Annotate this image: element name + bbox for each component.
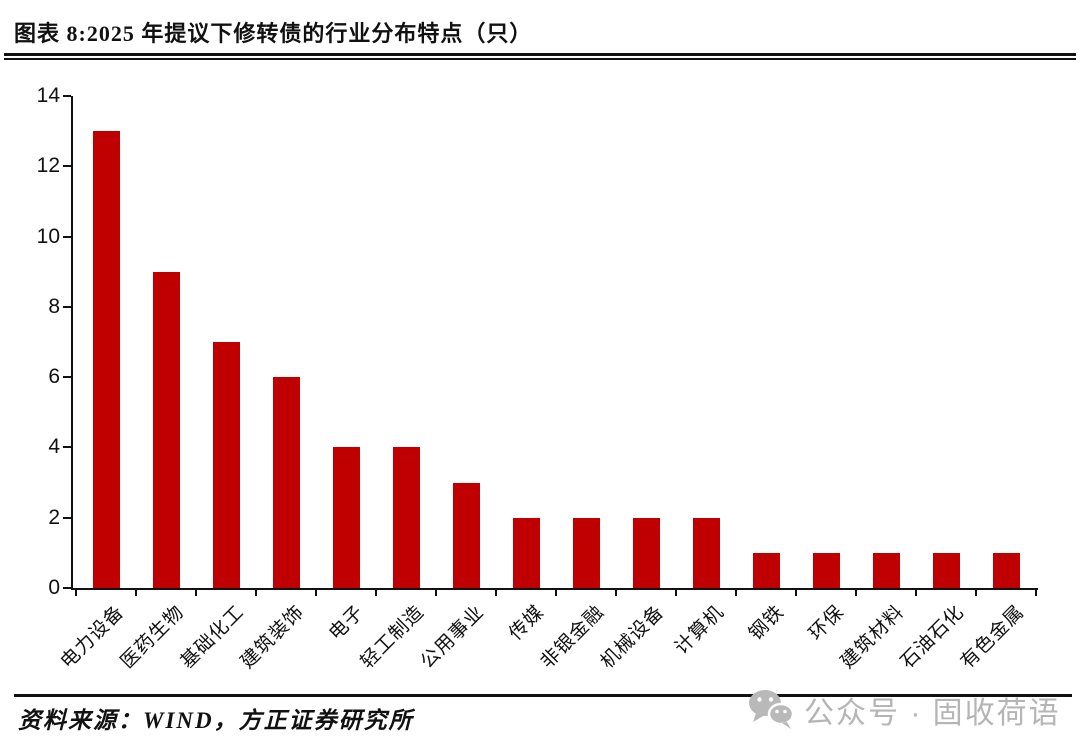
x-tick <box>795 590 797 596</box>
bar <box>152 271 180 588</box>
x-axis-label-text: 电力设备 <box>56 601 129 673</box>
x-axis-label-text: 环保 <box>805 601 849 645</box>
x-tick <box>435 590 437 596</box>
x-axis-label-text: 建筑材料 <box>836 601 909 673</box>
y-tick <box>63 516 71 519</box>
x-axis-line <box>71 588 1038 590</box>
x-tick <box>555 590 557 596</box>
bar <box>452 482 480 588</box>
x-tick <box>615 590 617 596</box>
y-axis-label: 2 <box>48 505 60 529</box>
x-tick <box>495 590 497 596</box>
x-tick <box>195 590 197 596</box>
x-axis-label-text: 机械设备 <box>596 601 669 673</box>
y-tick <box>63 305 71 308</box>
x-axis-label-text: 有色金属 <box>956 601 1029 673</box>
bar <box>872 552 900 588</box>
x-tick <box>975 590 977 596</box>
y-axis-label: 8 <box>48 294 60 318</box>
bar <box>92 131 120 588</box>
y-axis-label: 14 <box>36 84 60 107</box>
y-tick <box>63 165 71 168</box>
y-axis-line <box>71 96 73 590</box>
bar <box>512 517 540 588</box>
x-tick <box>375 590 377 596</box>
bar <box>812 552 840 588</box>
x-axis-label-text: 石油石化 <box>896 601 969 673</box>
x-axis-label-text: 传媒 <box>505 601 549 645</box>
y-tick <box>63 95 71 97</box>
figure-title: 图表 8:2025 年提议下修转债的行业分布特点（只） <box>14 21 533 46</box>
x-tick <box>735 590 737 596</box>
y-tick <box>63 587 71 589</box>
y-axis-label: 0 <box>48 576 60 599</box>
bar <box>752 552 780 588</box>
x-tick <box>315 590 317 596</box>
x-tick <box>135 590 137 596</box>
x-axis-label-text: 医药生物 <box>116 601 189 673</box>
footer-divider <box>14 694 1072 697</box>
bar <box>992 552 1020 588</box>
y-tick <box>63 235 71 238</box>
x-tick <box>255 590 257 596</box>
y-axis-label: 6 <box>48 365 60 389</box>
bar <box>572 517 600 588</box>
bar <box>332 447 360 588</box>
watermark: 公众号 · 固收荷语 <box>748 688 1061 732</box>
x-axis-label-text: 计算机 <box>671 601 729 659</box>
x-axis-label-text: 轻工制造 <box>356 601 429 673</box>
y-tick <box>63 446 71 449</box>
x-axis-label-text: 非银金融 <box>536 601 609 673</box>
y-axis-label: 4 <box>48 435 60 459</box>
bar <box>692 517 720 588</box>
x-tick <box>915 590 917 596</box>
x-tick <box>675 590 677 596</box>
y-tick <box>63 376 71 379</box>
x-tick <box>75 590 77 596</box>
x-axis-label-text: 电子 <box>325 601 369 645</box>
x-tick <box>1035 590 1037 596</box>
bar <box>932 552 960 588</box>
bar <box>392 447 420 588</box>
x-axis-label-text: 建筑装饰 <box>236 601 309 673</box>
x-axis-label-text: 公用事业 <box>416 601 489 673</box>
x-axis-label-text: 基础化工 <box>176 601 249 673</box>
y-axis-label: 10 <box>36 224 60 248</box>
bar <box>272 377 300 588</box>
x-tick <box>855 590 857 596</box>
watermark-text: 公众号 · 固收荷语 <box>804 697 1061 730</box>
source-note: 资料来源：WIND，方正证券研究所 <box>18 708 414 733</box>
x-axis-label-text: 钢铁 <box>745 601 789 645</box>
bar <box>212 342 240 588</box>
title-divider <box>4 53 1076 60</box>
y-axis-label: 12 <box>36 154 60 178</box>
bar <box>632 517 660 588</box>
wechat-icon <box>749 690 794 729</box>
